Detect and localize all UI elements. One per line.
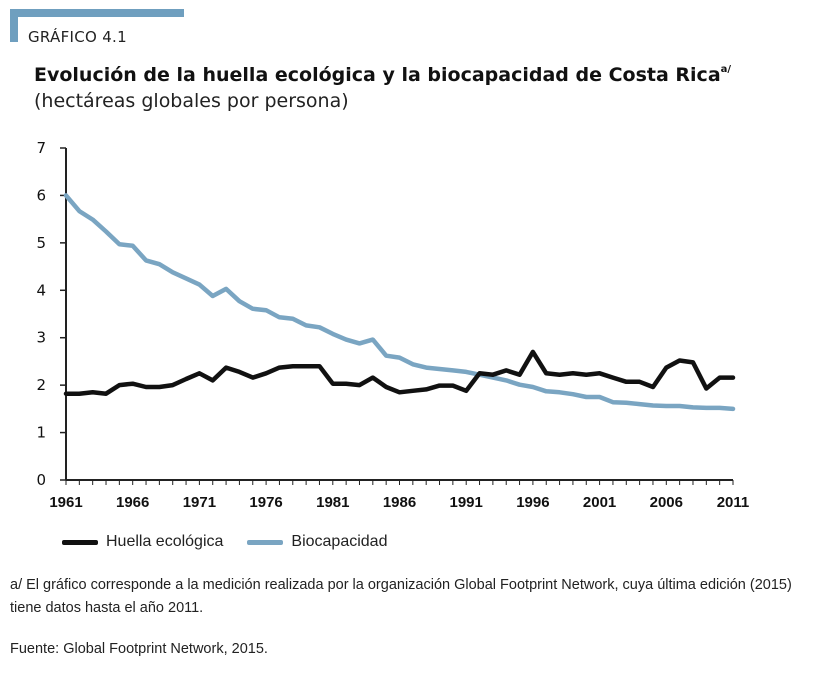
header-accent-bar: [10, 9, 184, 17]
footnote: a/ El gráfico corresponde a la medición …: [10, 577, 792, 616]
y-tick-label: 1: [36, 424, 46, 442]
x-tick-label: 1991: [450, 494, 483, 511]
x-tick-label: 1981: [316, 494, 349, 511]
chart-axes: [65, 148, 733, 481]
chart-number-label: GRÁFICO 4.1: [28, 28, 127, 46]
header-accent-side: [10, 9, 18, 42]
x-tick-label: 1976: [249, 494, 282, 511]
y-tick-label: 4: [36, 281, 46, 299]
legend-swatch-huella: [62, 539, 98, 545]
y-tick-label: 3: [36, 329, 46, 347]
chart-subtitle: (hectáreas globales por persona): [34, 90, 349, 112]
legend-swatch-biocapacidad: [247, 539, 284, 545]
x-tick-label: 2006: [650, 494, 683, 511]
x-axis-ticks: 1961 1966 1971 1976 1981 1986 1991 1996 2001 2006…: [49, 480, 749, 511]
chart-title: Evolución de la huella ecológica y la bi…: [34, 64, 731, 86]
y-tick-label: 5: [36, 234, 46, 252]
legend-label-biocapacidad: Biocapacidad: [291, 533, 388, 550]
x-tick-label: 1961: [49, 494, 82, 511]
y-tick-label: 6: [36, 186, 46, 204]
y-tick-label: 7: [36, 139, 46, 157]
line-chart: 0 1 2 3 4 5 6 7 1961 1966 1971 1976 1981 1986 1991 199…: [36, 139, 749, 511]
y-tick-label: 0: [36, 471, 46, 489]
x-tick-label: 1971: [183, 494, 216, 511]
y-tick-label: 2: [36, 376, 46, 394]
x-tick-label: 1986: [383, 494, 416, 511]
legend-item-huella: Huella ecológica: [62, 533, 223, 551]
chart-legend: Huella ecológica Biocapacidad: [62, 533, 411, 551]
legend-label-huella: Huella ecológica: [106, 533, 224, 550]
series-line-huella-ecologica: [63, 349, 736, 396]
series-line-biocapacidad: [63, 193, 736, 412]
series-lines: [63, 193, 736, 412]
y-axis-ticks: 0 1 2 3 4 5 6 7: [36, 139, 66, 489]
chart-title-note-ref: a/: [720, 63, 732, 75]
source-note: Fuente: Global Footprint Network, 2015.: [10, 641, 268, 657]
legend-item-biocapacidad: Biocapacidad: [247, 533, 387, 551]
chart-title-text: Evolución de la huella ecológica y la bi…: [34, 64, 721, 86]
x-tick-label: 1996: [516, 494, 549, 511]
x-tick-label: 2001: [583, 494, 616, 511]
x-tick-label: 1966: [116, 494, 149, 511]
x-tick-label: 2011: [717, 494, 750, 511]
